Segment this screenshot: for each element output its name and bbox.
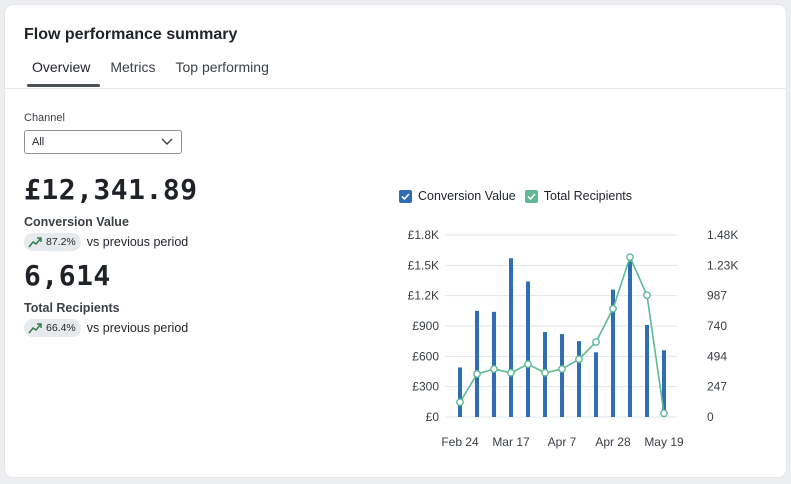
x-tick-label: Feb 24: [441, 435, 479, 449]
y-right-tick-label: 1.48K: [707, 228, 738, 242]
y-right-tick-label: 494: [707, 349, 727, 363]
y-right-tick-label: 247: [707, 380, 727, 394]
total-recipients-change: 66.4%: [46, 322, 76, 334]
x-tick-label: Apr 7: [548, 435, 577, 449]
legend-label-conversion-value: Conversion Value: [418, 189, 516, 203]
bar: [475, 310, 479, 417]
y-right-tick-label: 1.23K: [707, 258, 738, 272]
x-tick-label: Apr 28: [595, 435, 631, 449]
total-recipients-change-badge: 66.4%: [24, 319, 81, 337]
y-left-tick-label: £1.8K: [408, 228, 439, 242]
chart-legend: Conversion Value Total Recipients: [399, 189, 641, 203]
conversion-value-label: Conversion Value: [24, 215, 129, 229]
bar: [492, 311, 496, 417]
check-icon: [401, 192, 410, 200]
y-left-tick-label: £0: [426, 410, 440, 424]
legend-checkbox-conversion-value[interactable]: [399, 189, 412, 203]
combo-chart: £0 0 £300 247 £600 494 £900 740 £1.2K 987 £1.5K 1.2…: [408, 228, 739, 449]
trend-up-icon: [28, 322, 42, 333]
line-point: [456, 398, 464, 407]
legend-item-conversion-value[interactable]: Conversion Value: [399, 189, 516, 203]
line-point: [541, 368, 549, 377]
bar: [577, 341, 581, 417]
conversion-value-change: 87.2%: [46, 236, 76, 248]
y-left-tick-label: £1.2K: [408, 289, 439, 303]
trend-up-icon: [28, 236, 42, 247]
total-recipients-trend: 66.4% vs previous period: [24, 319, 188, 337]
line-point: [507, 368, 515, 377]
line-point: [524, 360, 532, 369]
channel-label: Channel: [24, 112, 65, 124]
bar: [560, 334, 564, 417]
bar: [458, 367, 462, 417]
header-divider: [5, 88, 786, 89]
tab-top-performing[interactable]: Top performing: [175, 59, 269, 75]
line-point: [643, 291, 651, 300]
y-left-tick-label: £900: [412, 319, 439, 333]
flow-performance-card: Flow performance summary Overview Metric…: [5, 5, 786, 477]
conversion-value-comparison: vs previous period: [86, 235, 189, 249]
total-recipients-amount: 6,614: [24, 259, 111, 292]
line-point: [558, 365, 566, 373]
legend-label-total-recipients: Total Recipients: [543, 189, 632, 203]
bar: [645, 324, 649, 417]
line-point: [660, 409, 668, 418]
legend-item-total-recipients[interactable]: Total Recipients: [524, 189, 632, 203]
check-icon: [527, 192, 536, 200]
x-tick-label: May 19: [644, 435, 684, 449]
total-recipients-comparison: vs previous period: [86, 321, 189, 335]
legend-checkbox-total-recipients[interactable]: [524, 189, 538, 203]
total-recipients-label: Total Recipients: [24, 301, 120, 315]
bar: [594, 352, 598, 417]
line-point: [473, 370, 481, 378]
y-right-tick-label: 987: [707, 289, 727, 303]
y-left-tick-label: £300: [412, 380, 439, 394]
y-left-tick-label: £1.5K: [408, 258, 439, 272]
line-point: [609, 304, 617, 313]
tab-bar: Overview Metrics Top performing: [22, 57, 279, 89]
channel-select[interactable]: All: [24, 130, 182, 154]
card-title: Flow performance summary: [24, 26, 238, 43]
bar: [662, 350, 666, 417]
y-left-tick-label: £600: [412, 349, 439, 363]
tab-metrics[interactable]: Metrics: [110, 59, 156, 75]
bar: [611, 289, 615, 417]
line-point: [626, 253, 634, 262]
y-right-tick-label: 740: [707, 319, 727, 333]
chevron-down-icon: [161, 138, 173, 145]
conversion-value-change-badge: 87.2%: [24, 233, 81, 251]
channel-select-value: All: [32, 136, 45, 148]
tab-overview[interactable]: Overview: [22, 57, 101, 87]
bar: [509, 258, 513, 417]
line-point: [592, 338, 600, 346]
line-point: [575, 355, 583, 364]
conversion-value-trend: 87.2% vs previous period: [24, 233, 188, 251]
x-tick-label: Mar 17: [492, 435, 530, 449]
line-point: [490, 365, 498, 373]
y-right-tick-label: 0: [707, 410, 714, 424]
conversion-value-amount: £12,341.89: [24, 173, 198, 206]
bar: [526, 281, 530, 417]
bar: [628, 261, 632, 417]
